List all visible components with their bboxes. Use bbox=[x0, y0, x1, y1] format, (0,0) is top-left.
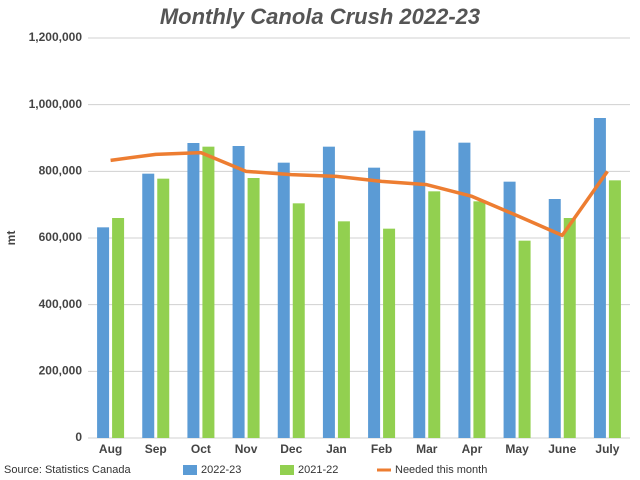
bar bbox=[563, 218, 576, 438]
x-tick-label: Dec bbox=[280, 442, 302, 456]
y-tick-label: 400,000 bbox=[39, 297, 83, 311]
source: Source: Statistics Canada bbox=[4, 464, 131, 476]
bar bbox=[548, 199, 561, 438]
bar bbox=[112, 218, 125, 438]
bar bbox=[518, 240, 531, 438]
x-tick-label: Sep bbox=[145, 442, 167, 456]
bar bbox=[503, 181, 516, 438]
y-tick-label: 1,000,000 bbox=[29, 97, 83, 111]
bar bbox=[247, 178, 260, 438]
bar bbox=[142, 173, 155, 438]
bar bbox=[413, 130, 426, 438]
line bbox=[110, 150, 609, 238]
legend-swatch bbox=[183, 465, 197, 475]
y-tick-label: 600,000 bbox=[39, 230, 83, 244]
bar bbox=[187, 143, 200, 438]
bar bbox=[277, 162, 290, 438]
x-tick-label: Apr bbox=[462, 442, 483, 456]
x-tick-label: Oct bbox=[191, 442, 211, 456]
y-axis-label: mt bbox=[4, 231, 18, 246]
x-tick-label: Aug bbox=[99, 442, 122, 456]
bar bbox=[368, 167, 381, 438]
x-tick-label: Mar bbox=[416, 442, 438, 456]
legend-swatch bbox=[280, 465, 294, 475]
bar bbox=[608, 180, 621, 439]
y-tick-label: 200,000 bbox=[39, 364, 83, 378]
x-tick-label: May bbox=[505, 442, 529, 456]
x-tick-label: July bbox=[595, 442, 619, 456]
legend-label: Needed this month bbox=[395, 464, 487, 476]
bar bbox=[593, 118, 606, 438]
bar bbox=[292, 203, 305, 438]
bar bbox=[458, 142, 471, 438]
y-tick-label: 0 bbox=[75, 430, 82, 444]
bar bbox=[337, 221, 350, 438]
y-tick-label: 800,000 bbox=[39, 164, 83, 178]
bar bbox=[232, 146, 245, 438]
bar bbox=[202, 146, 215, 438]
chart-title: Monthly Canola Crush 2022-23 bbox=[160, 4, 480, 29]
x-tick-label: Feb bbox=[371, 442, 392, 456]
bar bbox=[157, 178, 170, 438]
legend-label: 2021-22 bbox=[298, 464, 338, 476]
y-tick-label: 1,200,000 bbox=[29, 30, 83, 44]
bar bbox=[97, 227, 110, 438]
x-tick-label: Nov bbox=[235, 442, 258, 456]
bar bbox=[428, 191, 441, 438]
bar bbox=[322, 146, 335, 438]
bar bbox=[383, 228, 396, 438]
x-tick-label: June bbox=[548, 442, 576, 456]
bar bbox=[473, 201, 486, 438]
legend-label: 2022-23 bbox=[201, 464, 241, 476]
x-tick-label: Jan bbox=[326, 442, 347, 456]
